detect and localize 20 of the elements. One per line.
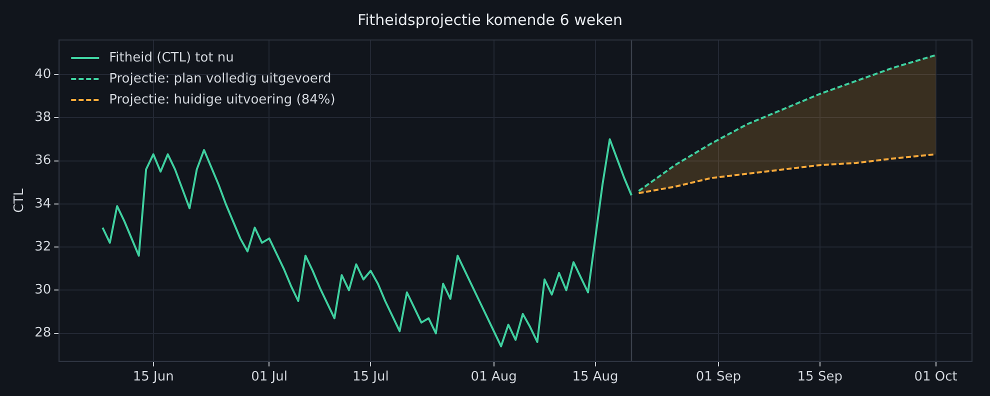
legend-label: Fitheid (CTL) tot nu [109, 50, 234, 66]
x-tick-label: 01 Jul [251, 370, 288, 385]
y-tick-label: 30 [34, 282, 52, 298]
legend-label: Projectie: plan volledig uitgevoerd [109, 71, 332, 86]
y-tick-label: 28 [34, 326, 52, 341]
y-tick-label: 34 [34, 196, 52, 212]
y-axis-title: CTL [12, 188, 28, 213]
x-tick-label: 15 Sep [797, 370, 842, 385]
chart-title: Fitheidsprojectie komende 6 weken [358, 10, 622, 29]
x-tick-label: 15 Jul [352, 370, 389, 385]
x-tick-label: 15 Aug [572, 370, 618, 385]
legend-label: Projectie: huidige uitvoering (84%) [109, 92, 336, 108]
x-tick-label: 15 Jun [132, 370, 174, 385]
x-tick-label: 01 Oct [914, 370, 958, 385]
y-tick-label: 36 [34, 153, 52, 168]
y-tick-label: 40 [34, 66, 52, 82]
y-tick-label: 38 [34, 110, 52, 126]
y-tick-label: 32 [34, 239, 52, 254]
x-tick-label: 01 Sep [696, 370, 742, 385]
x-tick-label: 01 Aug [470, 370, 517, 385]
